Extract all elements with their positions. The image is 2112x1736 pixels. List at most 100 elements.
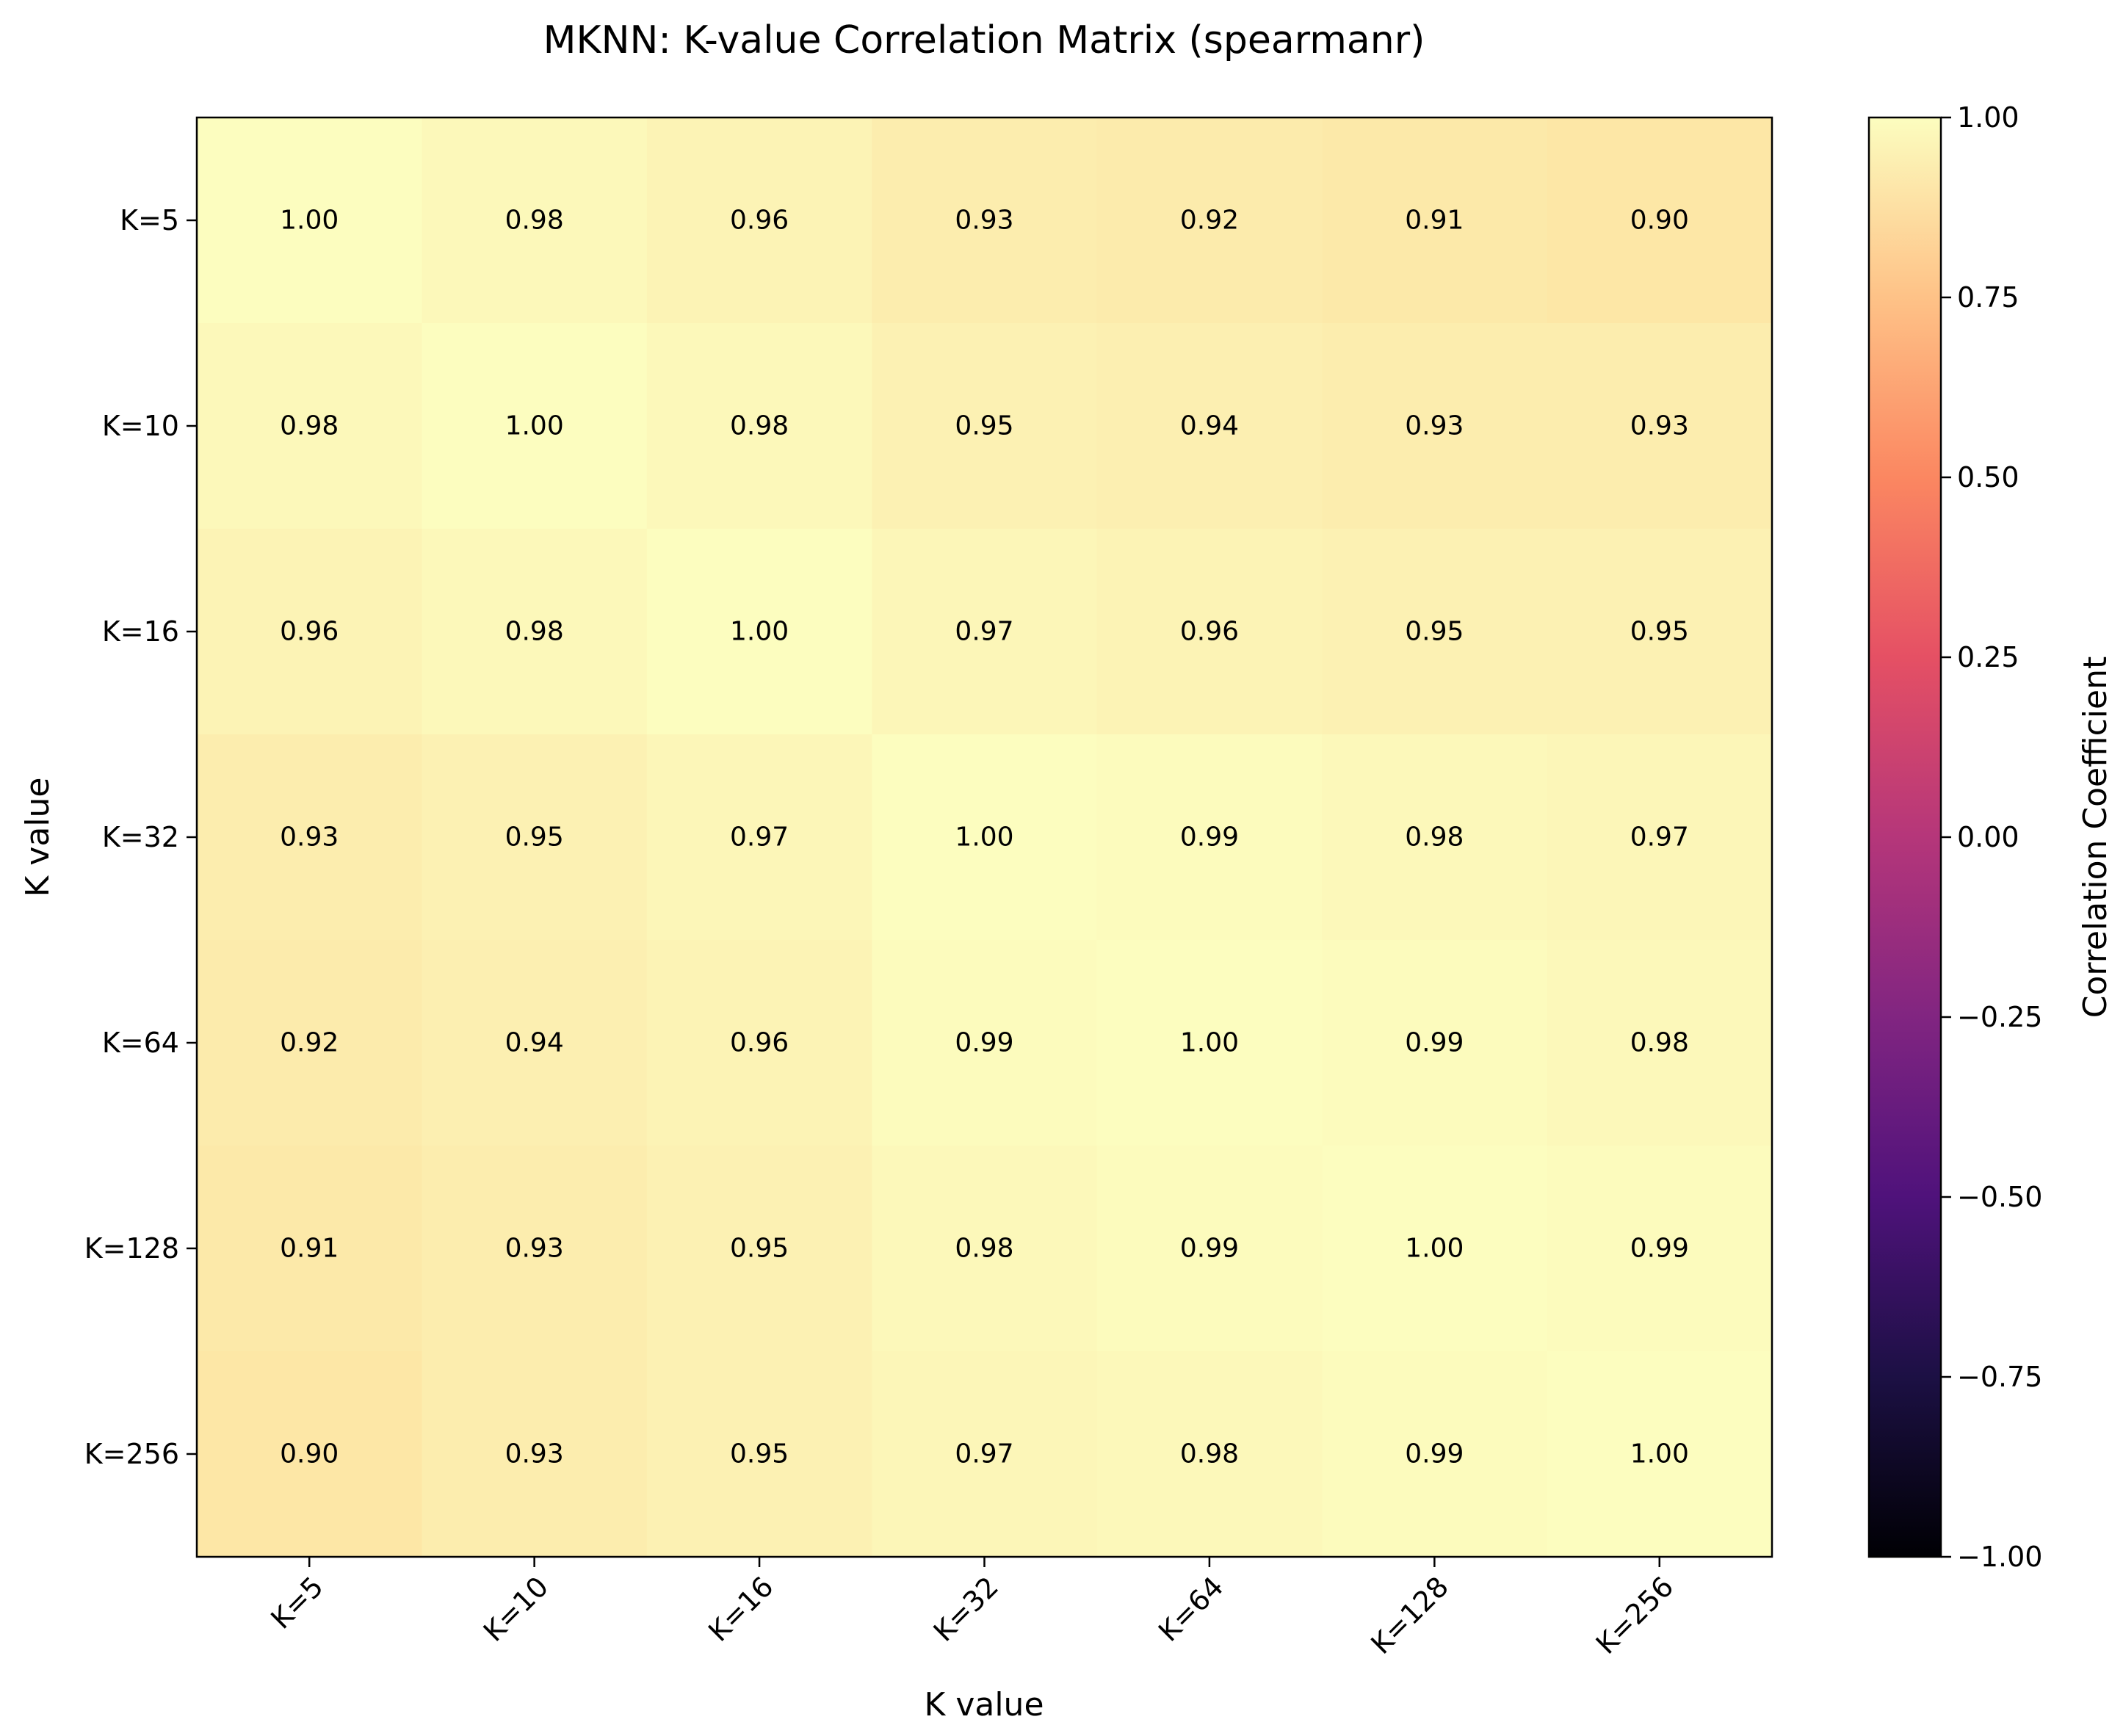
heatmap-cell [1096,117,1323,324]
heatmap-cell [422,734,648,941]
colorbar-tick-label: −1.00 [1957,1541,2042,1573]
x-axis-title: K value [924,1686,1044,1724]
y-tick-label: K=32 [102,821,179,853]
cell-value-label: 0.93 [505,1234,564,1264]
heatmap-cell [872,529,1098,735]
cell-value-label: 0.95 [730,1234,789,1264]
heatmap-cell [1096,1351,1323,1558]
cell-value-label: 0.93 [955,206,1013,236]
heatmap-cell [646,734,872,941]
heatmap-cell [646,529,872,735]
cell-value-label: 0.99 [1630,1234,1689,1264]
colorbar-tick-label: 0.00 [1957,821,2019,853]
cell-value-label: 0.95 [730,1439,789,1469]
cell-value-label: 0.96 [730,206,789,236]
y-tick-label: K=64 [102,1027,179,1059]
cell-value-label: 0.96 [730,1028,789,1058]
cell-value-label: 1.00 [730,617,789,647]
heatmap-cell [1547,323,1773,529]
cell-value-label: 0.99 [1180,1234,1239,1264]
heatmap-cells [197,117,1773,1558]
colorbar-tick-label: −0.50 [1957,1181,2042,1213]
cell-value-label: 1.00 [1180,1028,1239,1058]
heatmap-cell [646,1351,872,1558]
cell-value-label: 0.90 [1630,206,1689,236]
heatmap-cell [1547,1146,1773,1352]
heatmap-cell [1322,529,1548,735]
heatmap-cell [422,1351,648,1558]
colorbar-tick-label: 0.50 [1957,461,2019,493]
y-tick-label: K=256 [84,1438,179,1470]
cell-value-label: 0.95 [955,411,1013,441]
heatmap-cell [1547,734,1773,941]
cell-value-label: 0.93 [1630,411,1689,441]
heatmap-cell [646,940,872,1146]
y-axis-title: K value [19,777,57,897]
heatmap-cell [1096,734,1323,941]
heatmap-cell [646,1146,872,1352]
heatmap-cell [872,117,1098,324]
colorbar-title: Correlation Coefficient [2077,657,2112,1019]
cell-value-label: 0.97 [1630,822,1689,853]
cell-value-label: 1.00 [955,822,1013,853]
colorbar-ticks: 1.00 0.75 0.50 0.25 0.00 −0.25 −0.50 −0.75 −1.00 [1941,101,2042,1573]
cell-value-label: 1.00 [1405,1234,1464,1264]
y-tick-label: K=5 [120,204,179,236]
heatmap-cell [1322,117,1548,324]
y-tick-label: K=16 [102,615,179,648]
cell-value-label: 0.92 [280,1028,339,1058]
chart-title: MKNN: K-value Correlation Matrix (spearm… [543,18,1425,62]
heatmap-cell [1096,323,1323,529]
heatmap-cell [1322,734,1548,941]
heatmap-cell [1322,940,1548,1146]
heatmap-cell [422,117,648,324]
heatmap-cell [1547,1351,1773,1558]
cell-value-label: 0.99 [1405,1439,1464,1469]
cell-value-label: 0.93 [280,822,339,853]
heatmap-cell [422,1146,648,1352]
y-tick-label: K=128 [84,1232,179,1265]
cell-value-label: 0.91 [1405,206,1464,236]
heatmap-cell [872,734,1098,941]
heatmap-cell-labels: 1.00 0.98 0.96 0.93 0.92 0.91 0.90 0.98 1.00 0.98… [280,206,1689,1469]
cell-value-label: 0.99 [1405,1028,1464,1058]
cell-value-label: 0.97 [955,617,1013,647]
cell-value-label: 0.91 [280,1234,339,1264]
cell-value-label: 1.00 [505,411,564,441]
heatmap-cell [197,1351,422,1558]
cell-value-label: 0.95 [505,822,564,853]
heatmap-cell [1096,1146,1323,1352]
cell-value-label: 0.99 [1180,822,1239,853]
heatmap-cell [646,117,872,324]
heatmap-cell [197,117,422,324]
heatmap-cell [197,734,422,941]
colorbar-tick-label: −0.75 [1957,1361,2042,1393]
cell-value-label: 0.98 [1180,1439,1239,1469]
cell-value-label: 1.00 [280,206,339,236]
heatmap-cell [1322,1351,1548,1558]
cell-value-label: 0.96 [1180,617,1239,647]
colorbar-tick-label: 0.75 [1957,281,2019,314]
heatmap-cell [197,529,422,735]
heatmap-cell [422,529,648,735]
heatmap-cell [1096,940,1323,1146]
cell-value-label: 0.93 [1405,411,1464,441]
heatmap-cell [1322,323,1548,529]
cell-value-label: 0.98 [505,617,564,647]
cell-value-label: 0.97 [955,1439,1013,1469]
cell-value-label: 0.95 [1405,617,1464,647]
heatmap-cell [646,323,872,529]
heatmap-cell [197,323,422,529]
cell-value-label: 0.98 [1630,1028,1689,1058]
colorbar-tick-label: −0.25 [1957,1001,2042,1033]
heatmap-cell [872,1146,1098,1352]
cell-value-label: 0.94 [1180,411,1239,441]
cell-value-label: 0.94 [505,1028,564,1058]
cell-value-label: 0.97 [730,822,789,853]
heatmap-cell [422,323,648,529]
heatmap-cell [422,940,648,1146]
cell-value-label: 1.00 [1630,1439,1689,1469]
heatmap-cell [1547,117,1773,324]
colorbar [1867,116,1942,1558]
